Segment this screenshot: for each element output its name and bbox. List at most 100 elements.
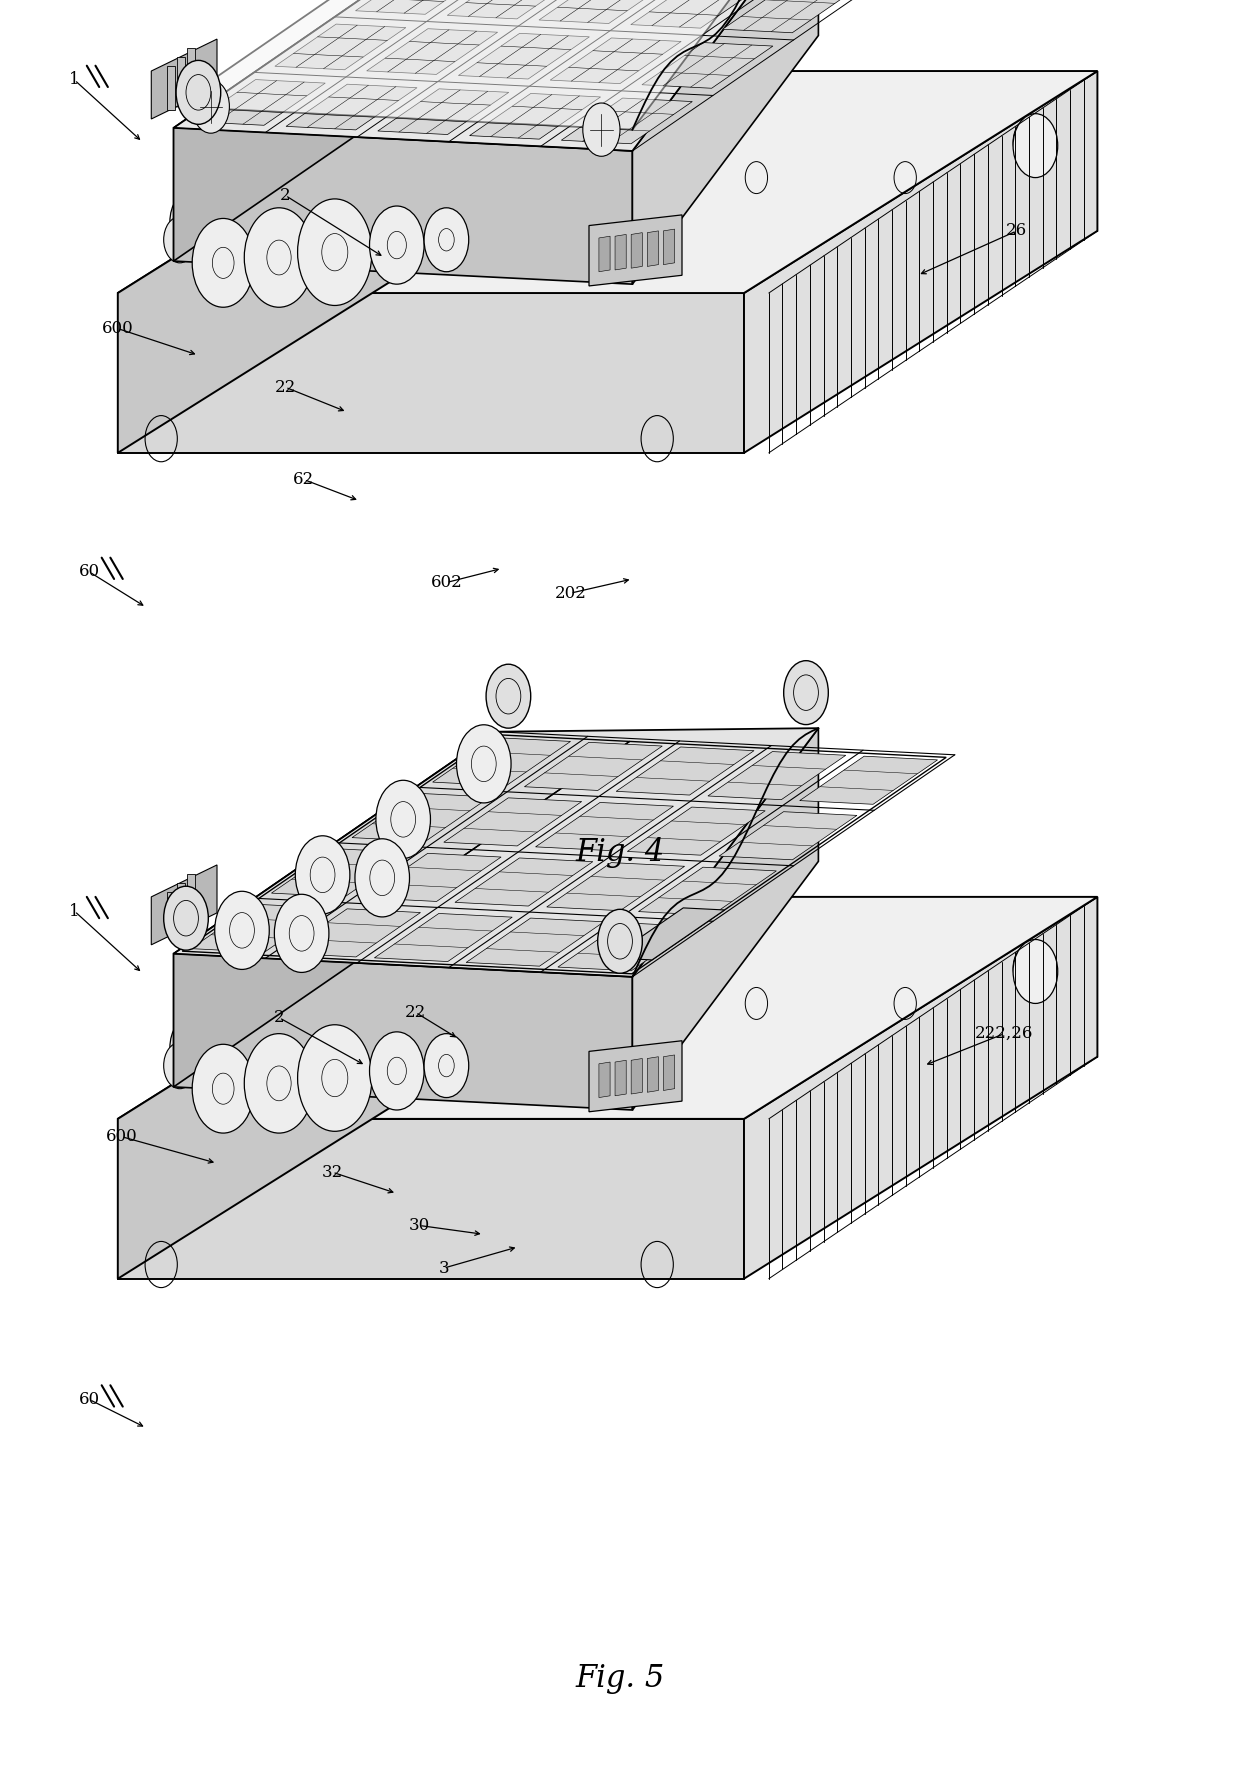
Polygon shape — [466, 918, 604, 966]
Circle shape — [164, 217, 196, 263]
Polygon shape — [631, 0, 761, 28]
Polygon shape — [118, 897, 471, 1279]
Circle shape — [244, 208, 314, 307]
Polygon shape — [744, 897, 1097, 1279]
Text: 22: 22 — [404, 1003, 427, 1021]
Polygon shape — [182, 735, 630, 957]
Circle shape — [1013, 940, 1058, 1003]
Polygon shape — [174, 0, 818, 151]
Text: 2: 2 — [280, 186, 290, 204]
Polygon shape — [719, 812, 857, 860]
Polygon shape — [647, 1057, 658, 1092]
Polygon shape — [378, 89, 508, 135]
Circle shape — [376, 780, 430, 858]
Circle shape — [295, 836, 350, 915]
Polygon shape — [639, 867, 776, 915]
Polygon shape — [551, 37, 681, 83]
Polygon shape — [647, 231, 658, 266]
Polygon shape — [118, 897, 1097, 1119]
Circle shape — [192, 218, 254, 307]
Polygon shape — [356, 0, 486, 14]
Polygon shape — [272, 849, 409, 897]
Text: 32: 32 — [321, 1163, 343, 1181]
Polygon shape — [118, 71, 471, 453]
Circle shape — [170, 1016, 215, 1080]
Circle shape — [583, 103, 620, 156]
Polygon shape — [615, 1060, 626, 1096]
Circle shape — [486, 664, 531, 728]
Polygon shape — [367, 28, 497, 75]
Polygon shape — [283, 909, 420, 957]
Circle shape — [164, 886, 208, 950]
Circle shape — [370, 206, 424, 284]
Circle shape — [298, 199, 372, 305]
Polygon shape — [174, 128, 632, 284]
Circle shape — [244, 1034, 314, 1133]
Polygon shape — [286, 83, 417, 130]
Text: 2: 2 — [274, 1009, 284, 1027]
Circle shape — [1013, 114, 1058, 178]
Circle shape — [424, 1034, 469, 1098]
Text: 1: 1 — [69, 902, 79, 920]
Circle shape — [486, 137, 518, 183]
Polygon shape — [470, 94, 600, 139]
Circle shape — [192, 1044, 254, 1133]
Text: 600: 600 — [105, 1128, 138, 1146]
Circle shape — [456, 725, 511, 803]
Polygon shape — [444, 797, 582, 845]
Circle shape — [215, 892, 269, 970]
Text: 202: 202 — [554, 584, 587, 602]
Polygon shape — [174, 0, 818, 130]
Polygon shape — [627, 806, 765, 856]
Polygon shape — [642, 43, 773, 89]
Polygon shape — [363, 852, 501, 902]
Polygon shape — [167, 66, 175, 110]
Text: 62: 62 — [293, 471, 315, 488]
Polygon shape — [433, 737, 570, 785]
Polygon shape — [195, 80, 325, 126]
Circle shape — [660, 128, 692, 174]
Polygon shape — [187, 48, 195, 92]
Circle shape — [298, 1025, 372, 1131]
Polygon shape — [589, 215, 682, 286]
Text: 60: 60 — [78, 563, 100, 581]
Polygon shape — [616, 748, 754, 796]
Text: 30: 30 — [408, 1217, 430, 1234]
Polygon shape — [167, 892, 175, 936]
Polygon shape — [191, 904, 329, 952]
Polygon shape — [455, 858, 593, 906]
Polygon shape — [177, 883, 185, 927]
Text: 22: 22 — [274, 378, 296, 396]
Circle shape — [784, 661, 828, 725]
Text: 3: 3 — [439, 1259, 449, 1277]
Circle shape — [424, 208, 469, 272]
Circle shape — [164, 1043, 196, 1089]
Circle shape — [355, 838, 409, 916]
Circle shape — [474, 1039, 518, 1103]
Circle shape — [486, 963, 518, 1009]
Text: Fig. 4: Fig. 4 — [575, 836, 665, 868]
Polygon shape — [174, 0, 496, 261]
Polygon shape — [632, 728, 818, 1110]
Circle shape — [474, 213, 518, 277]
Circle shape — [660, 954, 692, 1000]
Polygon shape — [539, 0, 670, 23]
Polygon shape — [663, 1055, 675, 1090]
Polygon shape — [547, 863, 684, 911]
Polygon shape — [118, 293, 744, 453]
Polygon shape — [174, 728, 818, 977]
Polygon shape — [562, 98, 692, 144]
Polygon shape — [151, 865, 217, 945]
Polygon shape — [275, 25, 405, 69]
Circle shape — [598, 909, 642, 973]
Polygon shape — [615, 234, 626, 270]
Polygon shape — [118, 1119, 744, 1279]
Polygon shape — [558, 924, 696, 971]
Circle shape — [192, 80, 229, 133]
Polygon shape — [708, 751, 846, 799]
Polygon shape — [177, 57, 185, 101]
Circle shape — [1013, 945, 1045, 991]
Polygon shape — [589, 1041, 682, 1112]
Polygon shape — [631, 1058, 642, 1094]
Circle shape — [370, 1032, 424, 1110]
